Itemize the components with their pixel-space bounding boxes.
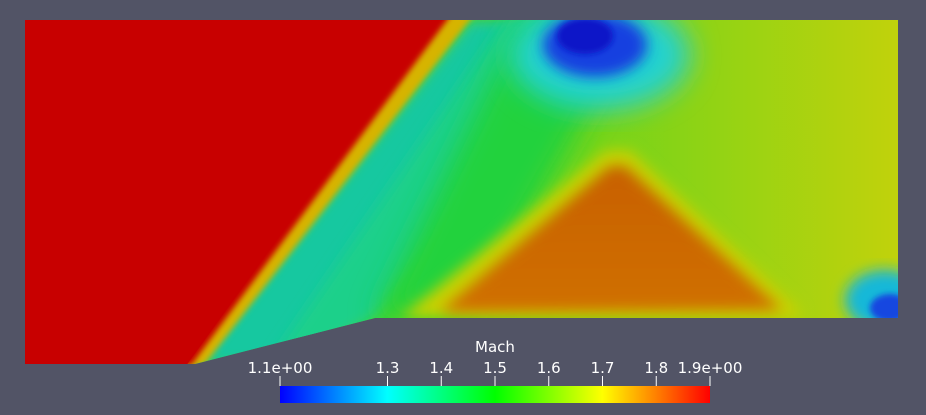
colorbar-tick-label: 1.4 (429, 359, 453, 377)
colorbar-tick-label: 1.6 (537, 359, 561, 377)
colorbar-tick-label: 1.5 (483, 359, 507, 377)
colorbar-tick-label: 1.3 (376, 359, 400, 377)
high-mach-wedge (440, 166, 782, 312)
corner-low-mach-core (870, 294, 898, 322)
colorbar-tick-label: 1.1e+00 (248, 359, 313, 377)
colorbar-tick-label: 1.8 (644, 359, 668, 377)
colorbar-ticks: 1.1e+00 1.3 1.4 1.5 1.6 1.7 1.8 1.9e+00 (248, 359, 743, 386)
low-mach-center (557, 20, 613, 54)
colorbar-gradient (280, 386, 710, 403)
colorbar: Mach 1.1e+00 1.3 1.4 1.5 1.6 1.7 1.8 1.9e+00 (248, 338, 743, 403)
colorbar-title: Mach (475, 338, 515, 356)
freestream-core (25, 20, 450, 364)
colorbar-tick-label: 1.7 (591, 359, 615, 377)
colorbar-tick-label: 1.9e+00 (678, 359, 743, 377)
